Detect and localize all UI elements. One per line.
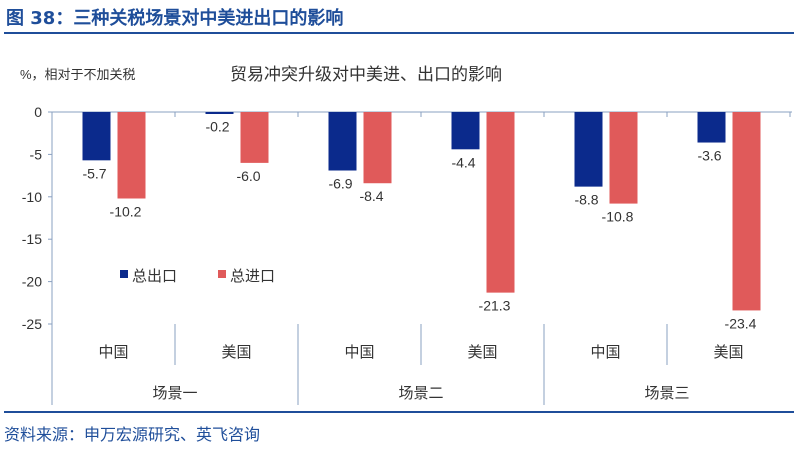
- bar-import: [240, 112, 269, 163]
- group-label: 场景一: [152, 385, 197, 402]
- bar-export: [697, 112, 726, 143]
- data-label: -4.4: [451, 154, 475, 170]
- source-divider: [4, 411, 794, 413]
- data-label: -0.2: [205, 119, 229, 135]
- data-label: -10.8: [602, 209, 634, 225]
- legend-label: 总出口: [132, 268, 177, 285]
- bar-export: [205, 112, 234, 114]
- y-tick-label: -15: [22, 231, 42, 247]
- bar-import: [732, 112, 761, 311]
- legend-swatch: [218, 270, 226, 278]
- group-label: 场景三: [644, 385, 689, 402]
- title-divider: [4, 32, 794, 34]
- data-label: -8.4: [359, 188, 383, 204]
- data-label: -5.7: [82, 165, 106, 181]
- category-label: 美国: [467, 344, 497, 361]
- data-label: -23.4: [725, 315, 757, 331]
- bar-export: [451, 112, 480, 150]
- data-label: -10.2: [110, 203, 142, 219]
- y-tick-label: 0: [34, 104, 42, 120]
- y-tick-label: -25: [22, 316, 42, 332]
- y-tick-label: -5: [30, 146, 43, 162]
- y-tick-label: -20: [22, 274, 42, 290]
- data-label: -8.8: [574, 192, 598, 208]
- bar-export: [82, 112, 111, 161]
- bar-export: [574, 112, 603, 187]
- group-label: 场景二: [398, 385, 443, 402]
- data-label: -6.0: [236, 168, 260, 184]
- data-label: -21.3: [479, 298, 511, 314]
- category-label: 美国: [221, 344, 251, 361]
- data-label: -6.9: [328, 176, 352, 192]
- y-axis-label: %，相对于不加关税: [20, 67, 136, 82]
- bar-import: [117, 112, 146, 199]
- y-tick-label: -10: [22, 189, 42, 205]
- bar-import: [363, 112, 392, 184]
- figure-title: 图 38：三种关税场景对中美进出口的影响: [6, 8, 344, 29]
- category-label: 中国: [590, 344, 620, 361]
- source-note: 资料来源：申万宏源研究、英飞咨询: [4, 425, 261, 444]
- category-label: 中国: [344, 344, 374, 361]
- bar-import: [609, 112, 638, 204]
- category-label: 美国: [713, 344, 743, 361]
- legend-swatch: [120, 270, 128, 278]
- chart-title: 贸易冲突升级对中美进、出口的影响: [230, 65, 502, 84]
- legend-label: 总进口: [230, 268, 275, 285]
- category-label: 中国: [98, 344, 128, 361]
- bar-export: [328, 112, 357, 171]
- data-label: -3.6: [697, 148, 721, 164]
- bar-import: [486, 112, 515, 293]
